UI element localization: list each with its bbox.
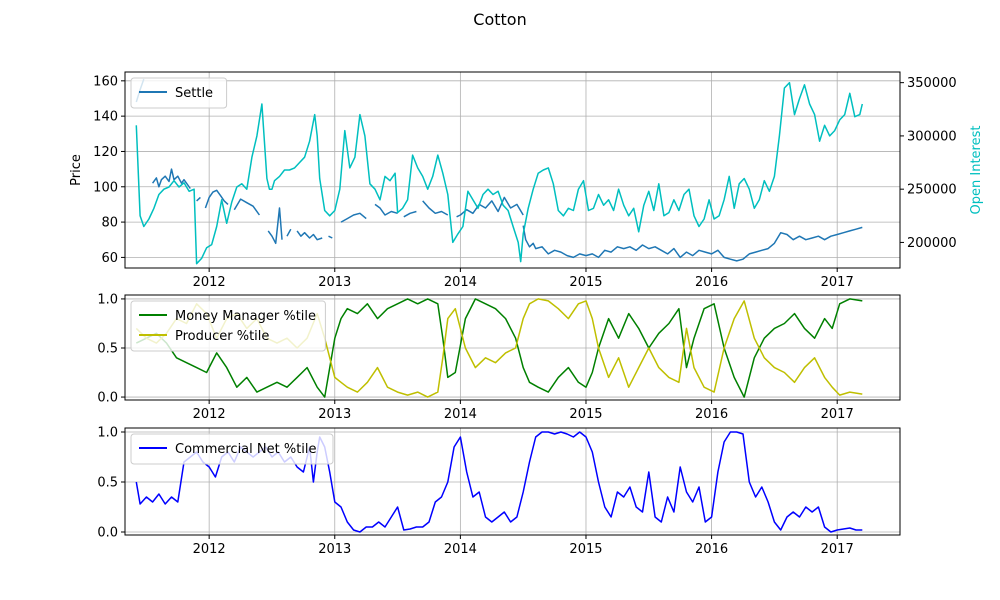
y-axis-label-right: Open Interest — [969, 126, 984, 215]
series-line-settle — [374, 203, 398, 216]
legend: Money Manager %tile Producer %tile — [130, 300, 326, 352]
y-axis-label: Price — [69, 154, 84, 186]
series-line-settle — [522, 225, 863, 262]
y-tick-label: 160 — [93, 74, 118, 89]
x-tick-label: 2016 — [695, 275, 728, 290]
chart-panels: 2012 2013 2014 2015 2016 2017 60 80 100 120 140 160… — [69, 71, 984, 557]
legend: Settle — [130, 77, 228, 109]
x-tick-label: 2016 — [695, 542, 728, 557]
y-right-tick-label: 250000 — [907, 183, 957, 198]
x-tick-label: 2013 — [318, 542, 351, 557]
figure-title: Cotton — [473, 10, 526, 29]
plot-frame — [124, 71, 901, 269]
x-tick-label: 2017 — [821, 542, 854, 557]
y-tick-label: 60 — [101, 251, 118, 266]
y-right-tick-label: 200000 — [907, 236, 957, 251]
y-tick-label: 80 — [101, 216, 118, 231]
chart-panel-bottom: 2012 2013 2014 2015 2016 2017 0.0 0.5 1.0 Commerc… — [97, 426, 901, 557]
y-tick-label: 100 — [93, 180, 118, 195]
series-line-settle — [422, 200, 449, 216]
legend-label: Money Manager %tile — [175, 309, 316, 324]
legend-label: Producer %tile — [175, 329, 269, 344]
series-line-settle — [151, 168, 191, 189]
y-tick-label: 0.0 — [97, 391, 118, 406]
x-tick-label: 2015 — [569, 542, 602, 557]
legend: Commercial Net %tile — [130, 433, 334, 465]
series-line-settle — [286, 228, 292, 237]
series-line-settle — [204, 189, 229, 209]
chart-panel-top: 2012 2013 2014 2015 2016 2017 60 80 100 120 140 160… — [69, 71, 984, 290]
x-tick-label: 2012 — [193, 275, 226, 290]
x-tick-label: 2012 — [193, 407, 226, 422]
series-line-settle — [233, 198, 261, 216]
chart-panel-middle: 2012 2013 2014 2015 2016 2017 0.0 0.5 1.0 Money M… — [97, 292, 901, 422]
y-right-tick-label: 300000 — [907, 129, 957, 144]
y-tick-label: 1.0 — [97, 426, 118, 441]
x-tick-label: 2013 — [318, 275, 351, 290]
y-tick-label: 0.5 — [97, 341, 118, 356]
series-line-settle — [267, 207, 283, 245]
x-tick-label: 2014 — [444, 407, 477, 422]
legend-label: Commercial Net %tile — [175, 442, 317, 457]
y-tick-label: 120 — [93, 145, 118, 160]
y-tick-label: 0.5 — [97, 476, 118, 491]
series-line-settle — [196, 196, 201, 202]
x-tick-label: 2015 — [569, 275, 602, 290]
legend-label: Settle — [175, 86, 213, 101]
x-tick-label: 2014 — [444, 542, 477, 557]
x-tick-label: 2017 — [821, 407, 854, 422]
series-line-money-manager-tile — [135, 298, 863, 398]
series-line-settle — [328, 235, 333, 239]
series-line-settle — [403, 210, 417, 218]
y-tick-label: 0.0 — [97, 526, 118, 541]
y-tick-label: 1.0 — [97, 292, 118, 307]
series-line-settle — [340, 212, 367, 223]
x-tick-label: 2016 — [695, 407, 728, 422]
legend-box — [130, 300, 326, 352]
x-tick-label: 2012 — [193, 542, 226, 557]
series-line-open-interest — [135, 81, 864, 265]
x-tick-label: 2017 — [821, 275, 854, 290]
x-tick-label: 2013 — [318, 407, 351, 422]
series-line-settle — [296, 230, 323, 241]
legend-box — [130, 433, 334, 465]
y-right-tick-label: 350000 — [907, 76, 957, 91]
y-tick-label: 140 — [93, 110, 118, 125]
series-group — [135, 78, 864, 265]
legend-box — [130, 77, 228, 109]
x-tick-label: 2014 — [444, 275, 477, 290]
x-tick-label: 2015 — [569, 407, 602, 422]
